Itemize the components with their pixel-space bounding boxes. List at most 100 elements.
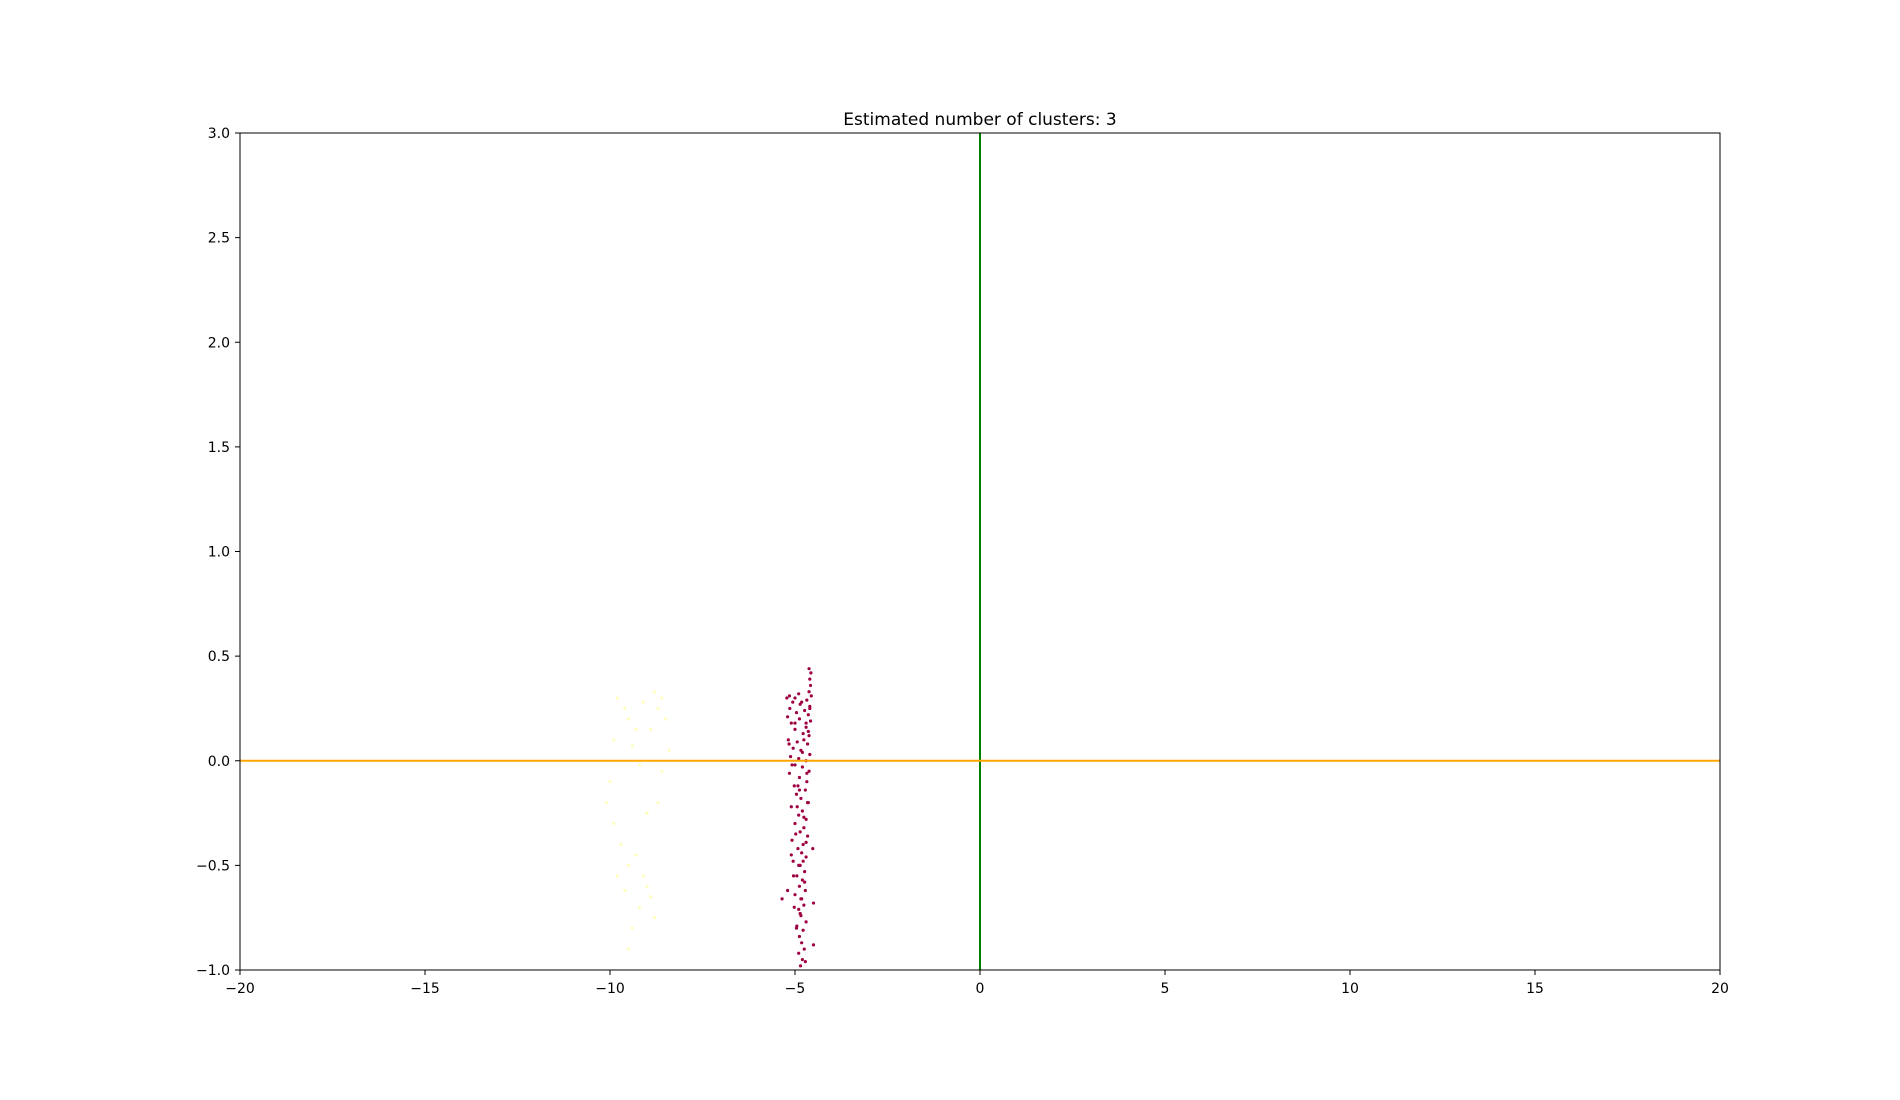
scatter-point-cluster-1 xyxy=(811,901,816,905)
scatter-point-cluster-1 xyxy=(809,671,813,675)
scatter-point-cluster-1 xyxy=(786,738,790,742)
scatter-point-cluster-1 xyxy=(803,888,807,893)
scatter-point-cluster-1 xyxy=(792,784,796,788)
scatter-point-cluster-2 xyxy=(656,706,660,711)
scatter-point-cluster-2 xyxy=(641,874,645,878)
scatter-point-cluster-2 xyxy=(638,905,642,909)
scatter-point-cluster-1 xyxy=(795,805,799,809)
scatter-point-cluster-1 xyxy=(808,683,813,688)
scatter-point-cluster-1 xyxy=(788,754,793,759)
scatter-point-cluster-1 xyxy=(803,960,807,964)
scatter-point-cluster-1 xyxy=(802,738,806,742)
scatter-point-cluster-1 xyxy=(786,888,790,893)
scatter-point-cluster-2 xyxy=(656,801,660,805)
scatter-point-cluster-2 xyxy=(615,874,620,878)
scatter-point-cluster-1 xyxy=(799,796,803,801)
scatter-point-cluster-2 xyxy=(608,780,612,784)
scatter-point-cluster-1 xyxy=(794,792,799,796)
scatter-point-cluster-1 xyxy=(811,847,815,851)
scatter-point-cluster-1 xyxy=(800,750,805,754)
scatter-point-cluster-1 xyxy=(808,719,813,723)
scatter-point-cluster-1 xyxy=(800,957,805,962)
scatter-point-cluster-1 xyxy=(808,706,812,711)
x-tick-label: 15 xyxy=(1526,981,1544,997)
scatter-point-cluster-1 xyxy=(806,729,810,734)
scatter-point-cluster-2 xyxy=(649,895,653,899)
scatter-point-cluster-1 xyxy=(796,784,800,788)
scatter-point-cluster-2 xyxy=(652,690,657,694)
scatter-point-cluster-1 xyxy=(797,775,802,780)
scatter-point-cluster-2 xyxy=(634,853,638,857)
y-tick-label: 1.5 xyxy=(208,440,230,456)
scatter-point-cluster-1 xyxy=(802,903,806,907)
scatter-point-cluster-1 xyxy=(795,740,799,744)
scatter-point-cluster-1 xyxy=(786,715,790,719)
scatter-point-cluster-2 xyxy=(652,916,657,920)
scatter-point-cluster-1 xyxy=(805,801,810,805)
scatter-point-cluster-1 xyxy=(780,897,784,901)
chart-title: Estimated number of clusters: 3 xyxy=(843,110,1116,130)
plot-area xyxy=(240,133,1720,970)
scatter-point-cluster-1 xyxy=(797,863,801,867)
scatter-point-cluster-1 xyxy=(798,911,802,916)
scatter-point-cluster-1 xyxy=(793,893,797,897)
scatter-point-cluster-2 xyxy=(604,801,608,805)
scatter-point-cluster-1 xyxy=(800,941,804,945)
scatter-point-cluster-2 xyxy=(667,748,671,752)
scatter-point-cluster-1 xyxy=(802,947,806,951)
scatter-point-cluster-1 xyxy=(793,696,797,700)
scatter-point-cluster-1 xyxy=(797,884,802,888)
scatter-point-cluster-2 xyxy=(623,888,627,893)
scatter-point-cluster-1 xyxy=(801,842,805,847)
scatter-point-cluster-1 xyxy=(787,771,792,775)
x-tick-label: 20 xyxy=(1711,981,1729,997)
scatter-point-cluster-1 xyxy=(807,734,811,738)
scatter-point-cluster-2 xyxy=(641,700,645,704)
scatter-point-cluster-2 xyxy=(645,884,649,888)
scatter-point-cluster-2 xyxy=(623,706,627,711)
scatter-point-cluster-2 xyxy=(626,863,631,867)
y-tick-label: 0.0 xyxy=(208,754,230,770)
scatter-point-cluster-1 xyxy=(805,771,809,775)
scatter-point-cluster-1 xyxy=(800,809,805,813)
scatter-point-cluster-1 xyxy=(803,788,807,792)
scatter-point-cluster-1 xyxy=(805,698,809,702)
scatter-point-cluster-2 xyxy=(626,717,631,721)
scatter-point-cluster-1 xyxy=(804,855,808,859)
scatter-point-cluster-2 xyxy=(649,727,653,731)
scatter-point-cluster-2 xyxy=(612,738,616,742)
scatter-point-cluster-1 xyxy=(807,769,811,773)
x-tick-label: 5 xyxy=(1161,981,1170,997)
scatter-point-cluster-1 xyxy=(787,694,792,698)
scatter-point-cluster-1 xyxy=(802,815,806,819)
scatter-point-cluster-2 xyxy=(630,744,634,748)
y-tick-label: 2.0 xyxy=(208,335,230,351)
scatter-point-cluster-1 xyxy=(793,821,797,826)
x-tick-label: −5 xyxy=(785,981,806,997)
scatter-point-cluster-1 xyxy=(798,964,803,968)
scatter-point-cluster-1 xyxy=(799,897,803,901)
scatter-point-cluster-1 xyxy=(808,677,812,681)
x-tick-label: −20 xyxy=(225,981,255,997)
scatter-point-cluster-1 xyxy=(805,834,810,838)
scatter-point-cluster-1 xyxy=(793,727,797,731)
scatter-point-cluster-1 xyxy=(797,717,802,721)
scatter-point-cluster-1 xyxy=(797,934,802,939)
scatter-point-cluster-1 xyxy=(800,878,805,882)
scatter-point-cluster-1 xyxy=(797,813,801,817)
scatter-point-cluster-1 xyxy=(794,711,799,715)
scatter-point-cluster-1 xyxy=(801,928,805,932)
scatter-point-cluster-1 xyxy=(803,870,807,874)
scatter-point-cluster-2 xyxy=(638,763,642,767)
scatter-point-cluster-1 xyxy=(793,721,797,725)
scatter-point-cluster-1 xyxy=(797,692,801,696)
scatter-point-cluster-2 xyxy=(626,947,631,951)
scatter-point-cluster-1 xyxy=(800,851,804,855)
scatter-point-cluster-1 xyxy=(795,874,799,878)
scatter-point-cluster-2 xyxy=(645,811,649,815)
scatter-point-cluster-1 xyxy=(800,700,804,704)
scatter-point-cluster-1 xyxy=(793,763,797,767)
scatter-point-cluster-1 xyxy=(792,905,796,909)
